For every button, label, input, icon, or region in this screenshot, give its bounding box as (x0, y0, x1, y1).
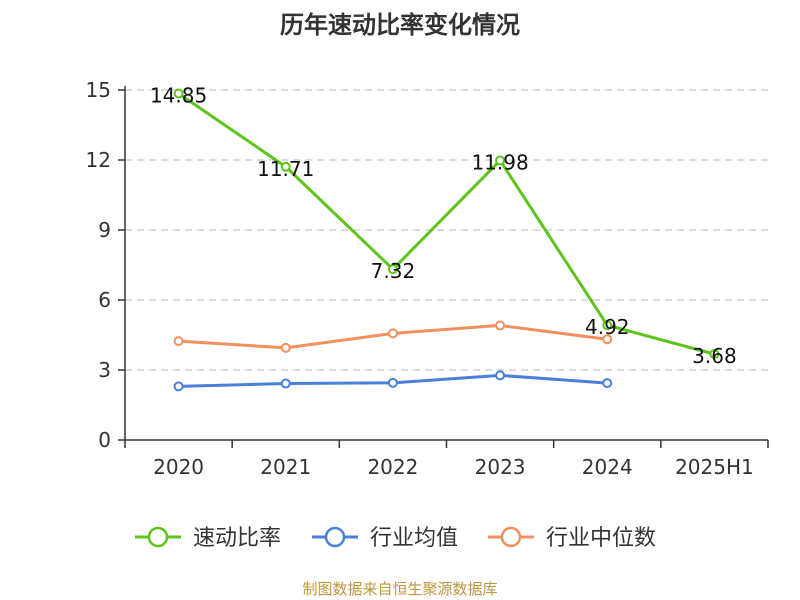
source-note: 制图数据来自恒生聚源数据库 (302, 580, 497, 598)
x-tick-label: 2020 (153, 455, 204, 479)
legend: 速动比率 行业均值 行业中位数 (135, 526, 656, 551)
x-tick-label: 2025H1 (675, 455, 754, 479)
data-point (280, 161, 291, 172)
data-point (387, 264, 398, 275)
data-point (602, 378, 613, 389)
data-point (709, 349, 720, 360)
data-label: 11.71 (257, 157, 314, 181)
legend-item-2[interactable]: 行业中位数 (488, 526, 656, 551)
data-point (387, 377, 398, 388)
x-tick-label: 2021 (260, 455, 311, 479)
axes: 0 3 6 9 12 15 2020 2021 2022 2023 2024 2025H1 (86, 78, 769, 479)
data-label: 3.68 (692, 344, 737, 368)
y-tick-label: 9 (98, 218, 111, 242)
legend-marker (500, 526, 522, 548)
data-point (602, 320, 613, 331)
y-tick-label: 6 (98, 288, 111, 312)
chart-title: 历年速动比率变化情况 (280, 11, 520, 39)
x-tick-label: 2023 (475, 455, 526, 479)
data-point (280, 378, 291, 389)
data-point (495, 155, 506, 166)
data-point (173, 336, 184, 347)
series-group (173, 88, 720, 392)
data-label: 11.98 (471, 150, 528, 174)
data-point (495, 320, 506, 331)
legend-label: 行业均值 (370, 526, 458, 551)
data-point (280, 342, 291, 353)
data-label: 7.32 (371, 259, 416, 283)
data-labels: 14.85 11.71 7.32 11.98 4.92 3.68 (150, 84, 737, 369)
data-point (495, 370, 506, 381)
x-tick-label: 2024 (582, 455, 633, 479)
legend-label: 行业中位数 (546, 526, 656, 551)
data-point (387, 328, 398, 339)
legend-label: 速动比率 (193, 526, 281, 551)
data-point (602, 334, 613, 345)
legend-item-0[interactable]: 速动比率 (135, 526, 281, 551)
data-point (173, 381, 184, 392)
series-line-0 (177, 92, 715, 356)
data-label: 14.85 (150, 84, 207, 108)
legend-marker (147, 526, 169, 548)
legend-marker (324, 526, 346, 548)
y-tick-label: 0 (98, 428, 111, 452)
y-tick-label: 15 (86, 78, 111, 102)
y-tick-label: 12 (86, 148, 111, 172)
y-tick-label: 3 (98, 358, 111, 382)
legend-item-1[interactable]: 行业均值 (312, 526, 458, 551)
x-tick-label: 2022 (367, 455, 418, 479)
data-label: 4.92 (585, 315, 630, 339)
data-point (173, 88, 184, 99)
